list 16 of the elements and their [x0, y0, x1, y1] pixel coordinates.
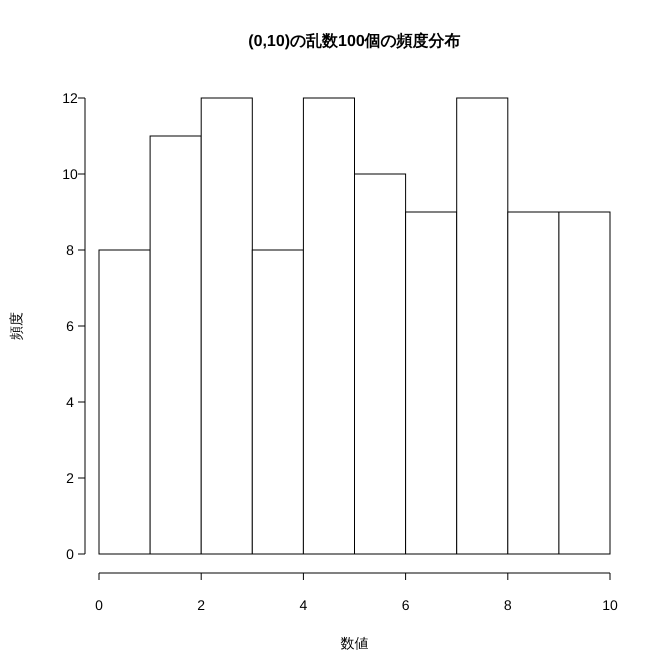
y-tick-label: 10: [62, 166, 78, 182]
x-tick-label: 8: [504, 597, 512, 613]
x-axis-title: 数値: [340, 635, 368, 651]
x-tick-label: 6: [402, 597, 410, 613]
x-tick-label: 2: [197, 597, 206, 613]
y-tick-label: 8: [66, 242, 74, 258]
chart-title: (0,10)の乱数100個の頻度分布: [248, 31, 461, 50]
y-tick-label: 4: [66, 394, 74, 410]
y-tick-label: 6: [66, 318, 74, 334]
y-tick-label: 12: [62, 90, 78, 106]
y-tick-label: 0: [66, 546, 74, 562]
x-tick-label: 10: [602, 597, 618, 613]
x-tick-label: 4: [300, 597, 308, 613]
x-tick-label: 0: [95, 597, 104, 613]
y-axis-title: 頻度: [8, 312, 24, 340]
y-tick-label: 2: [66, 470, 74, 486]
